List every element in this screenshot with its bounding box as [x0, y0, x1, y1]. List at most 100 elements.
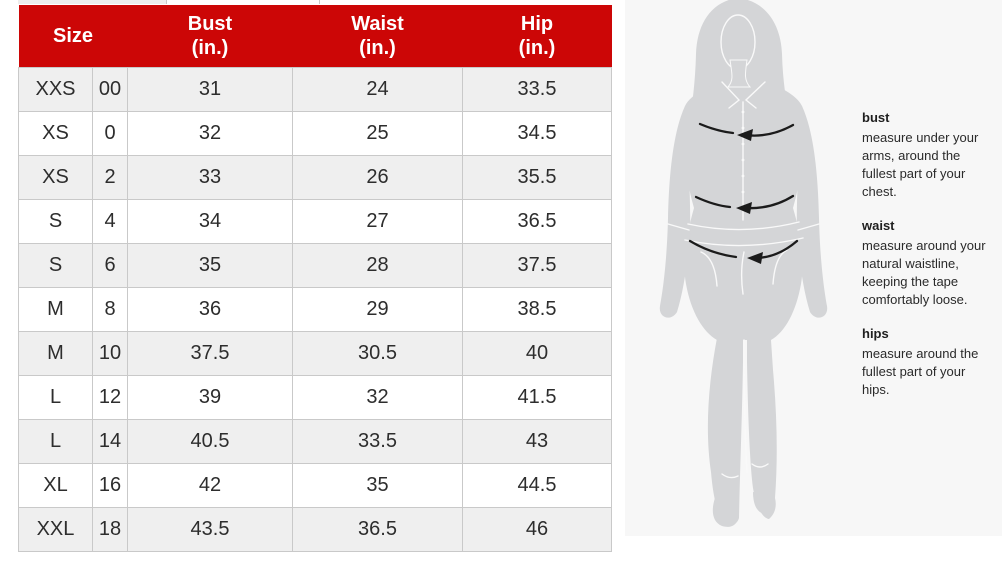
waist-instruction: waist measure around your natural waistl…: [862, 218, 994, 309]
measure-instructions: bust measure under your arms, around the…: [862, 110, 994, 416]
size-num-cell: 0: [92, 110, 128, 156]
size-cell: XS: [18, 154, 93, 200]
size-num-cell: 00: [92, 66, 128, 112]
size-cell: L: [18, 374, 93, 420]
bust-cell: 43.5: [127, 506, 293, 552]
hip-cell: 36.5: [462, 198, 612, 244]
table-row: L 14 40.5 33.5 43: [18, 418, 612, 464]
header-row: Size Bust (in.) Waist (in.) Hip (in.): [18, 5, 612, 67]
table-row: XS 2 33 26 35.5: [18, 154, 612, 200]
header-waist: Waist (in.): [292, 5, 463, 67]
hips-text: measure around the fullest part of your …: [862, 346, 979, 397]
header-bust: Bust (in.): [127, 5, 293, 67]
right-leg-shape: [747, 340, 777, 519]
waist-cell: 35: [292, 462, 463, 508]
hip-cell: 34.5: [462, 110, 612, 156]
size-num-cell: 12: [92, 374, 128, 420]
size-cell: M: [18, 286, 93, 332]
left-foot-shape: [712, 498, 739, 527]
size-cell: XXS: [18, 66, 93, 112]
size-chart-table: Size Bust (in.) Waist (in.) Hip (in.) XXS 00…: [18, 5, 612, 552]
right-foot-shape: [753, 492, 776, 515]
waist-cell: 27: [292, 198, 463, 244]
table-row: XL 16 42 35 44.5: [18, 462, 612, 508]
bust-cell: 32: [127, 110, 293, 156]
left-leg-shape: [707, 338, 743, 525]
size-num-cell: 6: [92, 242, 128, 288]
bust-cell: 36: [127, 286, 293, 332]
bust-instruction: bust measure under your arms, around the…: [862, 110, 994, 201]
size-cell: L: [18, 418, 93, 464]
hips-heading: hips: [862, 326, 889, 341]
waist-text: measure around your natural waistline, k…: [862, 238, 986, 307]
bust-cell: 33: [127, 154, 293, 200]
hip-cell: 37.5: [462, 242, 612, 288]
waist-heading: waist: [862, 218, 895, 233]
body-silhouette: [659, 0, 828, 527]
waist-cell: 36.5: [292, 506, 463, 552]
hip-cell: 33.5: [462, 66, 612, 112]
bust-cell: 34: [127, 198, 293, 244]
size-cell: XS: [18, 110, 93, 156]
table-row: S 6 35 28 37.5: [18, 242, 612, 288]
bust-cell: 42: [127, 462, 293, 508]
hip-cell: 46: [462, 506, 612, 552]
size-cell: S: [18, 198, 93, 244]
table-row: M 10 37.5 30.5 40: [18, 330, 612, 376]
neck-shape: [726, 59, 752, 88]
waist-cell: 24: [292, 66, 463, 112]
size-num-cell: 18: [92, 506, 128, 552]
size-num-cell: 16: [92, 462, 128, 508]
cropped-cell: [168, 0, 320, 4]
size-num-cell: 8: [92, 286, 128, 332]
hip-cell: 35.5: [462, 154, 612, 200]
hip-cell: 40: [462, 330, 612, 376]
garment-lines: [667, 81, 820, 479]
bust-cell: 40.5: [127, 418, 293, 464]
size-num-cell: 4: [92, 198, 128, 244]
waist-arrow: [694, 194, 795, 214]
measure-guide-panel: bust measure under your arms, around the…: [625, 0, 1002, 536]
table-row: XXL 18 43.5 36.5 46: [18, 506, 612, 552]
bust-cell: 31: [127, 66, 293, 112]
cropped-cell: [321, 0, 611, 4]
waist-cell: 26: [292, 154, 463, 200]
header-size: Size: [18, 5, 128, 67]
hip-cell: 43: [462, 418, 612, 464]
bust-cell: 39: [127, 374, 293, 420]
waist-cell: 32: [292, 374, 463, 420]
hip-cell: 44.5: [462, 462, 612, 508]
hips-instruction: hips measure around the fullest part of …: [862, 326, 994, 399]
right-arm-shape: [796, 106, 828, 318]
size-cell: S: [18, 242, 93, 288]
waist-cell: 29: [292, 286, 463, 332]
waist-cell: 30.5: [292, 330, 463, 376]
hip-cell: 38.5: [462, 286, 612, 332]
size-num-cell: 2: [92, 154, 128, 200]
waist-cell: 33.5: [292, 418, 463, 464]
header-hip: Hip (in.): [462, 5, 612, 67]
left-arm-shape: [659, 106, 691, 318]
hips-arrow: [688, 239, 799, 264]
bust-heading: bust: [862, 110, 890, 125]
size-cell: XL: [18, 462, 93, 508]
bust-text: measure under your arms, around the full…: [862, 130, 979, 199]
table-row: XS 0 32 25 34.5: [18, 110, 612, 156]
size-num-cell: 10: [92, 330, 128, 376]
bust-arrow: [698, 122, 795, 141]
hip-cell: 41.5: [462, 374, 612, 420]
bust-cell: 37.5: [127, 330, 293, 376]
waist-cell: 28: [292, 242, 463, 288]
cropped-cell: [18, 0, 167, 4]
size-cell: XXL: [18, 506, 93, 552]
table-row: S 4 34 27 36.5: [18, 198, 612, 244]
waist-cell: 25: [292, 110, 463, 156]
table-row: L 12 39 32 41.5: [18, 374, 612, 420]
table-row: M 8 36 29 38.5: [18, 286, 612, 332]
size-num-cell: 14: [92, 418, 128, 464]
bust-cell: 35: [127, 242, 293, 288]
cropped-row-sliver: [18, 0, 611, 4]
size-cell: M: [18, 330, 93, 376]
table-row: XXS 00 31 24 33.5: [18, 66, 612, 112]
